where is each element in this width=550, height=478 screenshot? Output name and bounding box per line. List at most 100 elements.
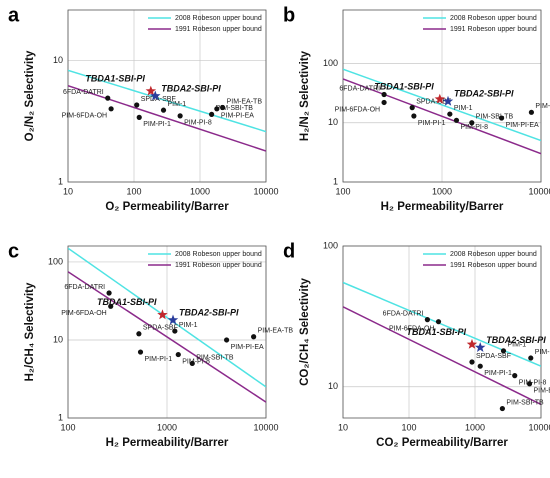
star-label: TBDA2-SBI-PI — [454, 89, 514, 99]
point-label: PIM-PI-8 — [460, 124, 488, 131]
x-tick-label: 100 — [60, 422, 75, 432]
bound-line — [68, 247, 266, 388]
panel: 100 1000 10000 1 10 100 2008 Robeson upper bou… — [283, 4, 550, 213]
point-label: PIM-1 — [168, 101, 187, 108]
bound-line — [68, 84, 266, 152]
plot-frame — [67, 9, 267, 183]
bound-line — [343, 78, 541, 155]
point-label: PIM-PI-EA — [231, 344, 264, 351]
star-label: TBDA1-SBI-PI — [97, 297, 157, 307]
x-axis-title: CO₂ Permeability/Barrer — [376, 437, 508, 449]
point-label: PIM-SBI-TB — [476, 114, 514, 121]
legend-label: 2008 Robeson upper bound — [450, 251, 537, 258]
data-point — [105, 95, 111, 101]
star-label: TBDA2-SBI-PI — [161, 83, 221, 93]
data-point — [499, 115, 505, 121]
point-label: SPDA-SBF — [416, 98, 451, 105]
x-axis-title: H₂ Permeability/Barrer — [106, 437, 229, 449]
x-tick-label: 1000 — [465, 422, 485, 432]
y-axis-title: H₂/N₂ Selectivity — [299, 50, 311, 141]
data-point — [477, 363, 483, 369]
data-point — [528, 109, 535, 115]
y-tick-label: 100 — [323, 240, 338, 250]
point-label: PIM-PI-8 — [182, 358, 210, 365]
point-label: PIM-PI-1 — [484, 370, 512, 377]
x-tick-label: 10000 — [253, 422, 278, 432]
panel-label: a — [8, 4, 20, 26]
point-label: PIM-6FDA-OH — [389, 326, 435, 333]
data-point — [134, 102, 140, 108]
data-point — [469, 120, 475, 126]
point-label: PIM-6FDA-OH — [62, 113, 108, 120]
legend-label: 1991 Robeson upper bound — [175, 262, 262, 269]
star-label: TBDA2-SBI-PI — [486, 335, 546, 345]
data-point — [108, 106, 114, 112]
star-label: TBDA1-SBI-PI — [85, 73, 145, 83]
x-tick-label: 100 — [126, 186, 141, 196]
panel: 100 1000 10000 1 10 100 2008 Robeson upper bou… — [8, 240, 293, 449]
data-point — [251, 334, 257, 340]
data-point — [214, 106, 220, 112]
y-tick-label: 10 — [53, 334, 63, 344]
point-label: PIM-PI-8 — [519, 379, 547, 386]
x-tick-label: 10 — [338, 422, 348, 432]
point-label: 6FDA-DATRI — [383, 310, 424, 317]
point-label: 6FDA-DATRI — [339, 85, 380, 92]
data-point — [136, 331, 142, 337]
star-point — [145, 85, 157, 96]
y-tick-label: 10 — [328, 381, 338, 391]
point-label: PIM-PI-EA — [535, 349, 550, 356]
point-label: PIM-1 — [179, 322, 198, 329]
point-label: PIM-SBI-TB — [196, 354, 234, 361]
data-point — [447, 111, 453, 117]
data-point — [224, 337, 230, 343]
point-label: PIM-PI-8 — [184, 120, 212, 127]
star-label: TBDA1-SBI-PI — [406, 327, 466, 337]
legend-label: 2008 Robeson upper bound — [175, 251, 262, 258]
plot-frame — [342, 245, 542, 419]
panel-label: b — [283, 4, 295, 26]
star-point — [475, 342, 486, 352]
bound-line — [68, 69, 266, 133]
point-label: PIM-PI-1 — [418, 120, 446, 127]
x-tick-label: 10000 — [528, 186, 550, 196]
point-label: PIM-EA-TB — [227, 98, 263, 105]
y-axis-title: O₂/N₂ Selectivity — [24, 50, 36, 141]
x-tick-label: 10000 — [253, 186, 278, 196]
point-label: PIM-1 — [454, 105, 473, 112]
point-label: PIM-EA-TB — [258, 328, 294, 335]
legend-label: 1991 Robeson upper bound — [175, 26, 262, 33]
data-point — [411, 113, 417, 119]
panel-label: c — [8, 240, 19, 262]
point-label: 6FDA-DATRI — [63, 89, 104, 96]
star-point — [442, 95, 454, 106]
data-point — [409, 105, 415, 111]
y-axis-title: H₂/CH₄ Selectivity — [24, 282, 36, 381]
legend-label: 2008 Robeson upper bound — [175, 15, 262, 22]
y-tick-label: 1 — [58, 176, 63, 186]
data-point — [424, 317, 430, 323]
x-tick-label: 10 — [63, 186, 73, 196]
y-tick-label: 100 — [323, 58, 338, 68]
star-point — [434, 93, 445, 104]
bound-line — [343, 281, 541, 367]
point-label: PIM-PI-EA — [506, 122, 539, 129]
data-point — [528, 355, 534, 361]
point-label: SPDA-SBF — [141, 96, 176, 103]
data-point — [177, 113, 183, 119]
legend-label: 1991 Robeson upper bound — [450, 26, 537, 33]
bound-line — [343, 306, 541, 406]
star-label: TBDA2-SBI-PI — [179, 307, 239, 317]
x-tick-label: 1000 — [432, 186, 452, 196]
point-label: 6FDA-DATRI — [64, 284, 105, 291]
star-point — [150, 90, 161, 101]
point-label: PIM-6FDA-OH — [335, 106, 381, 113]
data-point — [512, 373, 518, 379]
data-point — [108, 303, 114, 309]
point-label: PIM-EA-TB — [535, 103, 550, 110]
data-point — [453, 117, 460, 123]
data-point — [500, 348, 507, 354]
point-label: PIM-PI-EA — [221, 113, 254, 120]
